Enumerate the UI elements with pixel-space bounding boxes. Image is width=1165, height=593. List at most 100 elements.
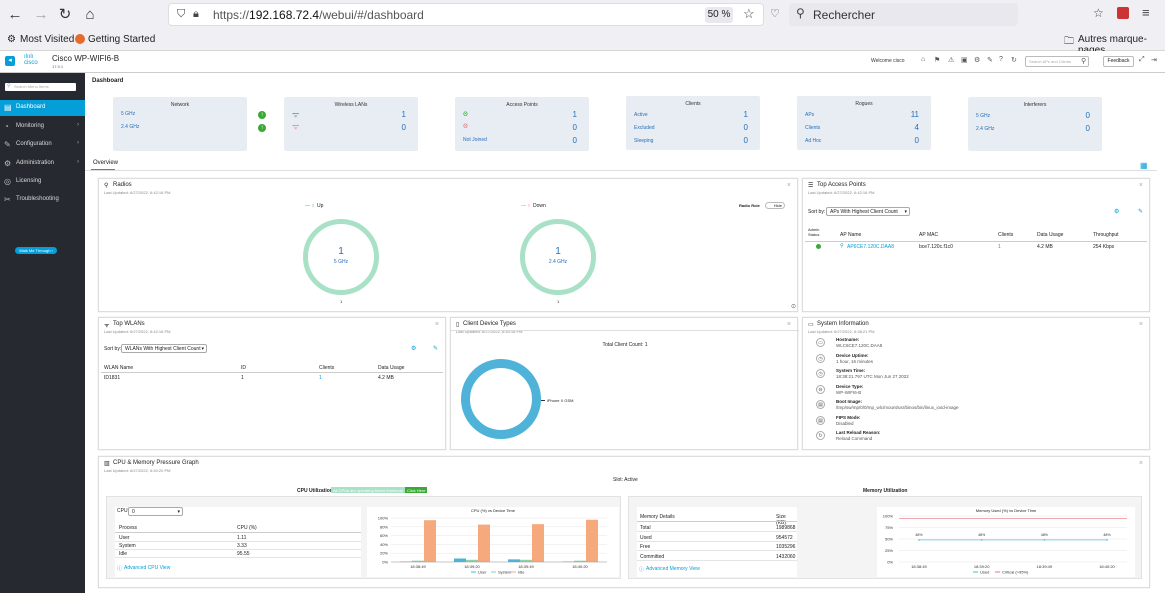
tile-value: 0 xyxy=(572,123,577,132)
sidebar-item-troubleshooting[interactable]: ✂ Troubleshooting xyxy=(0,192,85,208)
close-icon[interactable]: × xyxy=(1138,460,1143,467)
url-text: https://192.168.72.4/webui/#/dashboard xyxy=(213,8,424,22)
other-bookmarks[interactable]: Autres marque-pages xyxy=(1078,34,1147,56)
table-row: Total 1989868 xyxy=(637,523,797,532)
table-row[interactable]: ID1831 1 1 4.2 MB xyxy=(101,374,443,383)
close-icon[interactable]: × xyxy=(1138,321,1143,328)
col-header: Size (KB) xyxy=(776,514,786,526)
advanced-memory-link[interactable]: Advanced Memory View xyxy=(646,566,700,572)
sidebar-item-licensing[interactable]: ◎ Licensing xyxy=(0,174,85,190)
sidebar-item-configuration[interactable]: ✎ Configuration › xyxy=(0,137,85,153)
sort-select[interactable]: WLANs With Highest Client Count ▾ xyxy=(121,344,207,353)
tab-overview[interactable]: Overview xyxy=(93,160,119,166)
tools-icon[interactable]: ✎ xyxy=(987,57,993,64)
sysinfo-value: /tmp/sw/mp/0/0/mp_wlc/mount/usr/binos/bi… xyxy=(836,405,959,410)
tile-value: 1 xyxy=(401,110,406,119)
tile-title: Access Points xyxy=(506,102,538,108)
alert-icon[interactable]: ⚠ xyxy=(948,57,955,64)
bookmark-star-icon[interactable]: ☆ xyxy=(1093,6,1104,20)
tile-network[interactable]: Network 5 GHz 2.4 GHz ↑ ↑ xyxy=(113,97,266,151)
col-header: AP Name xyxy=(840,232,862,238)
cpu-status-link[interactable]: Click Here xyxy=(405,487,428,493)
sidebar-item-label: Administration xyxy=(16,160,55,166)
settings-icon[interactable]: ⚙ xyxy=(974,57,981,64)
collapse-icon[interactable]: ◂ xyxy=(5,56,15,66)
wireless-setup-icon[interactable]: ⚑ xyxy=(934,57,941,64)
tile-rogues[interactable]: Rogues APs Clients Ad Hoc 11 4 0 xyxy=(797,96,931,150)
forward-icon[interactable]: → xyxy=(33,6,49,23)
close-icon[interactable]: × xyxy=(434,321,439,328)
browser-search[interactable]: ⚲ Rechercher xyxy=(789,3,1018,26)
zoom-badge[interactable]: 50 % xyxy=(705,7,733,23)
cpu-chart-panel: CPU (%) vs Device Time 0% 20% 40% 60% 80% 100… xyxy=(367,507,619,577)
pin-icon[interactable]: ✎ xyxy=(1138,209,1144,215)
client-count-link[interactable]: 1 xyxy=(998,244,1001,250)
chevron-down-icon: ▾ xyxy=(201,346,204,352)
walk-me-through-button[interactable]: Walk Me Through › xyxy=(15,247,57,254)
cpu-select[interactable]: 0 ▾ xyxy=(128,507,183,516)
legend-user: User xyxy=(478,570,487,575)
aps-table xyxy=(805,226,1147,227)
extension-icon[interactable] xyxy=(1117,7,1129,19)
sidebar-item-monitoring[interactable]: ◔ Monitoring › xyxy=(0,119,85,135)
logout-icon[interactable]: ⇥ xyxy=(1151,57,1157,64)
sidebar-item-administration[interactable]: ⚙ Administration › xyxy=(0,156,85,172)
tile-wireless-lans[interactable]: Wireless LANs ᯤ ᯤ 1 0 xyxy=(284,97,418,151)
download-icon[interactable]: ⊙ xyxy=(791,304,797,310)
table-row[interactable]: ⚲ AP6CE7.120C.DAA8 bce7.120c.f1c0 1 4.2 … xyxy=(805,242,1147,251)
home-icon[interactable]: ⌂ xyxy=(85,6,95,23)
url-bar[interactable]: ⛉ 🔒︎ https://192.168.72.4/webui/#/dashbo… xyxy=(168,3,764,26)
memory-chart-title: Memory Used (%) vs Device Time xyxy=(975,508,1037,513)
settings-icon[interactable]: ⚙ xyxy=(411,346,417,352)
sort-value: APs With Highest Client Count xyxy=(830,209,898,215)
help-icon[interactable]: ? xyxy=(999,56,1003,63)
refresh-icon[interactable]: ↻ xyxy=(1011,57,1017,64)
ap-client-search[interactable]: Search APs and Clients ⚲ xyxy=(1025,56,1089,67)
tile-value: 1 xyxy=(572,110,577,119)
tile-title: Rogues xyxy=(855,101,873,107)
sort-select[interactable]: APs With Highest Client Count ▾ xyxy=(826,207,910,216)
file-icon: ▤ xyxy=(816,415,825,425)
radio-ring-5ghz[interactable]: 1 5 GHz xyxy=(303,219,379,295)
tile-value: 0 xyxy=(401,123,406,132)
settings-icon[interactable]: ⚙ xyxy=(1114,209,1120,215)
reload-icon[interactable]: ↻ xyxy=(58,6,72,23)
client-type-donut[interactable] xyxy=(461,359,541,439)
sysinfo-value: WP-WIFI6-B xyxy=(836,389,862,395)
status-ok-icon xyxy=(816,244,821,249)
close-icon[interactable]: × xyxy=(1138,182,1143,189)
pin-icon[interactable]: ✎ xyxy=(433,346,439,352)
close-icon[interactable]: × xyxy=(786,182,791,189)
bookmark-getting-started[interactable]: Getting Started xyxy=(88,34,156,45)
lock-icon: 🔒︎ xyxy=(193,8,199,20)
menu-icon[interactable]: ≡ xyxy=(1142,5,1150,20)
tile-clients[interactable]: Clients Active Excluded Sleeping 1 0 0 xyxy=(626,96,760,150)
gear-icon: ⚙ xyxy=(4,159,12,168)
sidebar-item-dashboard[interactable]: ▤ Dashboard xyxy=(0,100,85,116)
clock-icon: ◷ xyxy=(816,369,825,378)
radio-icon: ⚲ xyxy=(104,183,109,189)
star-icon[interactable]: ☆ xyxy=(743,6,755,21)
expand-icon[interactable]: ⤢ xyxy=(1139,56,1145,63)
pocket-icon[interactable]: ♡ xyxy=(770,8,780,20)
tile-title: Interferers xyxy=(1023,102,1047,108)
back-icon[interactable]: ← xyxy=(7,6,23,23)
save-icon[interactable]: ▣ xyxy=(961,57,968,64)
advanced-cpu-link[interactable]: Advanced CPU View xyxy=(124,565,171,571)
radio-role-toggle[interactable]: Hide xyxy=(765,202,785,209)
table-row: Used 954572 xyxy=(637,533,797,542)
ap-mac: bce7.120c.f1c0 xyxy=(919,244,953,250)
tile-value: 0 xyxy=(1085,111,1090,120)
tile-interferers[interactable]: Interferers 5 GHz 2.4 GHz 0 0 xyxy=(968,97,1102,151)
client-count-link[interactable]: 1 xyxy=(319,375,322,381)
ap-name-link[interactable]: AP6CE7.120C.DAA8 xyxy=(847,244,894,250)
bookmark-most-visited[interactable]: Most Visited xyxy=(20,34,75,45)
layout-icon[interactable]: ▦ xyxy=(1140,161,1148,170)
tile-access-points[interactable]: Access Points ꙩ ꙩ Not Joined 1 0 0 xyxy=(455,97,589,151)
search-icon: ⚲ xyxy=(1081,58,1087,65)
radio-ring-24ghz[interactable]: 1 2.4 GHz xyxy=(520,219,596,295)
sidebar-search[interactable]: ⚲ Search Menu Items xyxy=(5,83,76,91)
feedback-button[interactable]: Feedback xyxy=(1103,56,1134,67)
home-icon[interactable]: ⌂ xyxy=(921,56,926,63)
close-icon[interactable]: × xyxy=(786,321,791,328)
